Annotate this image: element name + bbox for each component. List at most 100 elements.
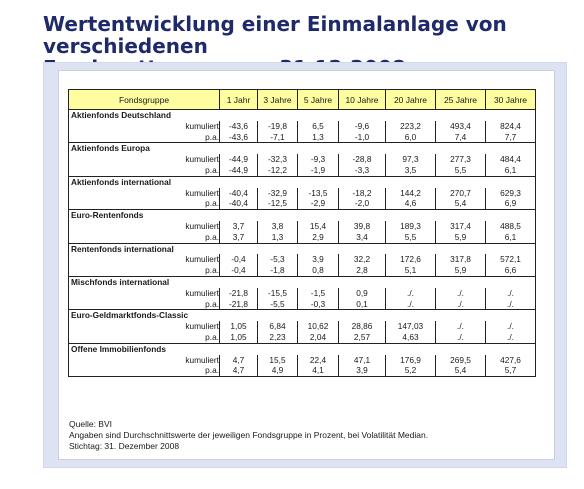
value-cell: ./. (435, 298, 486, 311)
header-1-jahr: 1 Jahr (219, 89, 258, 110)
value-cell: 5,2 (385, 365, 436, 378)
value-cell: 144,2 (385, 187, 436, 199)
value-cell: 172,6 (385, 254, 436, 266)
value-cell: -32,3 (257, 154, 298, 165)
value-cell: 147,03 (385, 321, 436, 332)
group-name: Aktienfonds international (68, 175, 536, 188)
value-cell: 6,9 (485, 198, 536, 211)
value-cell: 1,3 (257, 231, 298, 244)
value-cell: 28,86 (338, 321, 386, 332)
kumuliert-row: kumuliert 4,7 15,5 22,4 47,1 176,9 269,5 427,6 (68, 354, 536, 366)
value-cell: 4,63 (385, 331, 436, 344)
value-cell: 176,9 (385, 354, 436, 366)
title-line-1: Wertentwicklung einer Einmalanlage von v… (43, 12, 507, 58)
value-cell: 39,8 (338, 220, 386, 232)
kumuliert-label: kumuliert (68, 354, 220, 366)
value-cell: 0,8 (297, 265, 339, 277)
value-cell: 4,6 (385, 198, 436, 211)
value-cell: 4,1 (297, 365, 339, 378)
pa-row: p.a. 1,05 2,23 2,04 2,57 4,63 ./. ./. (68, 331, 536, 344)
group-name: Aktienfonds Europa (68, 142, 536, 155)
value-cell: 3,9 (297, 254, 339, 266)
value-cell: -21,8 (219, 287, 258, 299)
value-cell: 824,4 (485, 120, 536, 132)
value-cell: -12,2 (257, 164, 298, 177)
value-cell: 493,4 (435, 120, 486, 132)
value-cell: 5,9 (435, 265, 486, 277)
value-cell: 223,2 (385, 120, 436, 132)
value-cell: ./. (485, 321, 536, 332)
source-note: Quelle: BVI (69, 419, 112, 429)
value-cell: -5,5 (257, 298, 298, 311)
performance-table: Fondsgruppe 1 Jahr 3 Jahre 5 Jahre 10 Ja… (68, 89, 536, 378)
value-cell: 484,4 (485, 154, 536, 165)
value-cell: 6,5 (297, 120, 339, 132)
value-cell: 22,4 (297, 354, 339, 366)
value-cell: ./. (485, 287, 536, 299)
kumuliert-row: kumuliert 1,05 6,84 10,62 28,86 147,03 ./. ./. (68, 321, 536, 332)
group-row: Euro-Rentenfonds (68, 209, 536, 221)
pa-row: p.a. 3,7 1,3 2,9 3,4 5,5 5,9 6,1 (68, 231, 536, 244)
group-row: Aktienfonds international (68, 175, 536, 188)
value-cell: 427,6 (485, 354, 536, 366)
date-note: Stichtag: 31. Dezember 2008 (69, 441, 180, 451)
value-cell: 5,7 (485, 365, 536, 378)
value-cell: -9,3 (297, 154, 339, 165)
value-cell: -1,9 (297, 164, 339, 177)
pa-row: p.a. -40,4 -12,5 -2,9 -2,0 4,6 5,4 6,9 (68, 198, 536, 211)
value-cell: 15,5 (257, 354, 298, 366)
kumuliert-label: kumuliert (68, 287, 220, 299)
kumuliert-row: kumuliert -21,8 -15,5 -1,5 0,9 ./. ./. ./. (68, 287, 536, 299)
value-cell: 5,4 (435, 365, 486, 378)
kumuliert-label: kumuliert (68, 220, 220, 232)
pa-row: p.a. 4,7 4,9 4,1 3,9 5,2 5,4 5,7 (68, 365, 536, 378)
value-cell: 7,4 (435, 131, 486, 144)
value-cell: 1,05 (219, 321, 258, 332)
kumuliert-row: kumuliert -0,4 -5,3 3,9 32,2 172,6 317,8 572,1 (68, 254, 536, 266)
value-cell: -40,4 (219, 198, 258, 211)
value-cell: 270,7 (435, 187, 486, 199)
value-cell: 3,9 (338, 365, 386, 378)
pa-label: p.a. (68, 231, 220, 244)
value-cell: 7,7 (485, 131, 536, 144)
value-cell: 277,3 (435, 154, 486, 165)
value-cell: 3,8 (257, 220, 298, 232)
value-cell: 6,84 (257, 321, 298, 332)
value-cell: 5,5 (385, 231, 436, 244)
kumuliert-label: kumuliert (68, 154, 220, 165)
value-cell: -2,9 (297, 198, 339, 211)
pa-row: p.a. -0,4 -1,8 0,8 2,8 5,1 5,9 6,6 (68, 265, 536, 277)
value-cell: -3,3 (338, 164, 386, 177)
value-cell: -21,8 (219, 298, 258, 311)
value-cell: 15,4 (297, 220, 339, 232)
group-row: Mischfonds international (68, 275, 536, 288)
value-cell: -44,9 (219, 154, 258, 165)
value-cell: 6,1 (485, 164, 536, 177)
value-cell: ./. (435, 321, 486, 332)
table-body: Aktienfonds Deutschland kumuliert -43,6 -19… (68, 108, 536, 378)
value-cell: -1,8 (257, 265, 298, 277)
kumuliert-row: kumuliert -43,6 -19,8 6,5 -9,6 223,2 493,4 824,… (68, 120, 536, 132)
pa-label: p.a. (68, 164, 220, 177)
value-cell: 5,1 (385, 265, 436, 277)
pa-row: p.a. -43,6 -7,1 1,3 -1,0 6,0 7,4 7,7 (68, 131, 536, 144)
value-cell: -2,0 (338, 198, 386, 211)
header-10-jahre: 10 Jahre (338, 89, 386, 110)
value-cell: 2,8 (338, 265, 386, 277)
value-cell: ./. (485, 298, 536, 311)
pa-label: p.a. (68, 365, 220, 378)
value-cell: 4,7 (219, 365, 258, 378)
value-cell: 3,5 (385, 164, 436, 177)
value-cell: 0,9 (338, 287, 386, 299)
value-cell: -43,6 (219, 120, 258, 132)
footer-notes: Quelle: BVI Angaben sind Durchschnittswe… (69, 419, 428, 452)
value-cell: -1,0 (338, 131, 386, 144)
value-cell: ./. (485, 331, 536, 344)
group-name: Euro-Rentenfonds (68, 209, 536, 221)
value-cell: ./. (385, 287, 436, 299)
kumuliert-row: kumuliert -44,9 -32,3 -9,3 -28,8 97,3 277,3 484… (68, 154, 536, 165)
kumuliert-label: kumuliert (68, 120, 220, 132)
group-row: Aktienfonds Deutschland (68, 108, 536, 121)
value-cell: 2,9 (297, 231, 339, 244)
value-cell: -0,4 (219, 265, 258, 277)
